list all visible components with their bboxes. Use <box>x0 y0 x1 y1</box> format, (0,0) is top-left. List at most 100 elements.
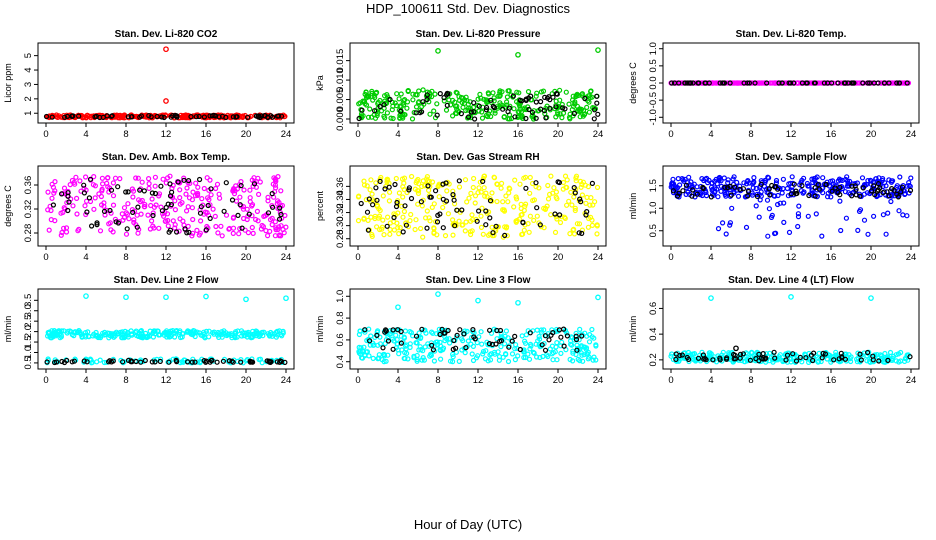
x-tick-label: 16 <box>826 375 837 386</box>
data-point <box>533 99 539 105</box>
data-point <box>529 109 536 115</box>
data-point <box>84 113 91 119</box>
data-point <box>161 332 167 338</box>
y-axis-label: percent <box>315 190 325 221</box>
data-point <box>253 216 259 223</box>
data-point <box>806 80 813 86</box>
data-point <box>760 351 766 357</box>
data-point <box>791 80 797 86</box>
data-point <box>420 234 426 240</box>
data-point <box>377 178 383 184</box>
chart-2: Stan. Dev. Li-820 Pressure 0 4 8 12 16 20 24 0.0… <box>315 29 607 140</box>
data-point <box>589 94 595 100</box>
data-point <box>396 231 402 237</box>
chart-9: Stan. Dev. Line 4 (LT) Flow 0 4 8 12 16 20 24 0.… <box>628 275 920 386</box>
data-point <box>423 330 429 336</box>
data-point <box>550 94 556 100</box>
data-point <box>772 355 778 361</box>
data-point <box>385 352 391 358</box>
y-tick-label: 0.36 <box>23 176 34 195</box>
data-point <box>756 214 762 220</box>
data-point <box>489 341 495 347</box>
data-point <box>836 356 842 362</box>
data-point <box>886 193 892 199</box>
data-point <box>512 346 518 352</box>
data-point <box>174 114 180 120</box>
x-tick-label: 16 <box>201 129 212 140</box>
data-point <box>490 103 496 110</box>
data-point <box>241 187 247 193</box>
data-point <box>120 217 126 223</box>
data-point <box>240 113 246 119</box>
y-tick-label: 0.005 <box>335 88 346 112</box>
data-point <box>832 185 838 191</box>
data-point <box>125 201 131 207</box>
data-point <box>83 198 90 204</box>
data-point <box>386 198 392 204</box>
outlier-point <box>163 46 169 53</box>
data-point <box>58 232 64 238</box>
data-point <box>502 333 508 339</box>
data-point <box>548 212 554 218</box>
data-point <box>226 226 232 232</box>
data-point <box>751 179 757 185</box>
data-point <box>799 183 805 189</box>
data-point <box>173 357 179 363</box>
data-point <box>450 351 456 357</box>
data-point <box>365 93 371 99</box>
data-point <box>374 89 380 96</box>
data-point <box>462 350 468 356</box>
data-point <box>440 204 446 211</box>
y-axis-label: ml/min <box>3 316 13 343</box>
data-point <box>553 344 559 350</box>
data-point <box>143 112 149 118</box>
data-point <box>136 331 142 337</box>
data-point <box>578 344 585 350</box>
data-point <box>516 102 523 108</box>
data-point <box>787 80 794 86</box>
data-point <box>190 189 196 195</box>
data-point <box>478 213 484 219</box>
data-point <box>413 104 420 110</box>
series-hourly <box>362 326 585 353</box>
data-point <box>99 188 105 194</box>
data-point <box>381 102 387 108</box>
data-point <box>134 212 140 218</box>
data-point <box>438 356 444 362</box>
data-point <box>741 180 747 186</box>
data-point <box>690 80 696 86</box>
data-point <box>523 115 529 122</box>
data-point <box>273 177 279 183</box>
data-point <box>458 110 464 117</box>
x-tick-label: 12 <box>786 375 797 386</box>
data-point <box>364 337 370 344</box>
data-point <box>365 114 372 120</box>
data-point <box>578 350 584 356</box>
data-point <box>525 88 532 95</box>
data-point <box>387 96 393 103</box>
data-point <box>235 212 241 218</box>
data-point <box>387 189 393 195</box>
data-point <box>772 184 779 190</box>
data-point <box>52 188 58 194</box>
data-point <box>412 186 418 192</box>
chart-5: Stan. Dev. Gas Stream RH0 4 8 12 16 20 240.280… <box>315 152 607 263</box>
data-point <box>875 181 882 187</box>
data-point <box>459 336 465 342</box>
data-point <box>97 114 103 121</box>
data-point <box>874 188 881 194</box>
data-point <box>555 103 561 110</box>
data-point <box>855 227 861 233</box>
data-point <box>387 231 393 237</box>
data-point <box>558 334 564 340</box>
data-point <box>130 209 136 215</box>
data-point <box>264 358 270 364</box>
data-point <box>434 101 440 107</box>
data-point <box>556 87 563 93</box>
data-point <box>571 185 577 191</box>
data-point <box>758 80 765 86</box>
data-point <box>98 193 105 200</box>
y-tick-label: 1.5 <box>23 335 34 348</box>
data-point <box>831 357 837 363</box>
data-point <box>234 186 240 192</box>
